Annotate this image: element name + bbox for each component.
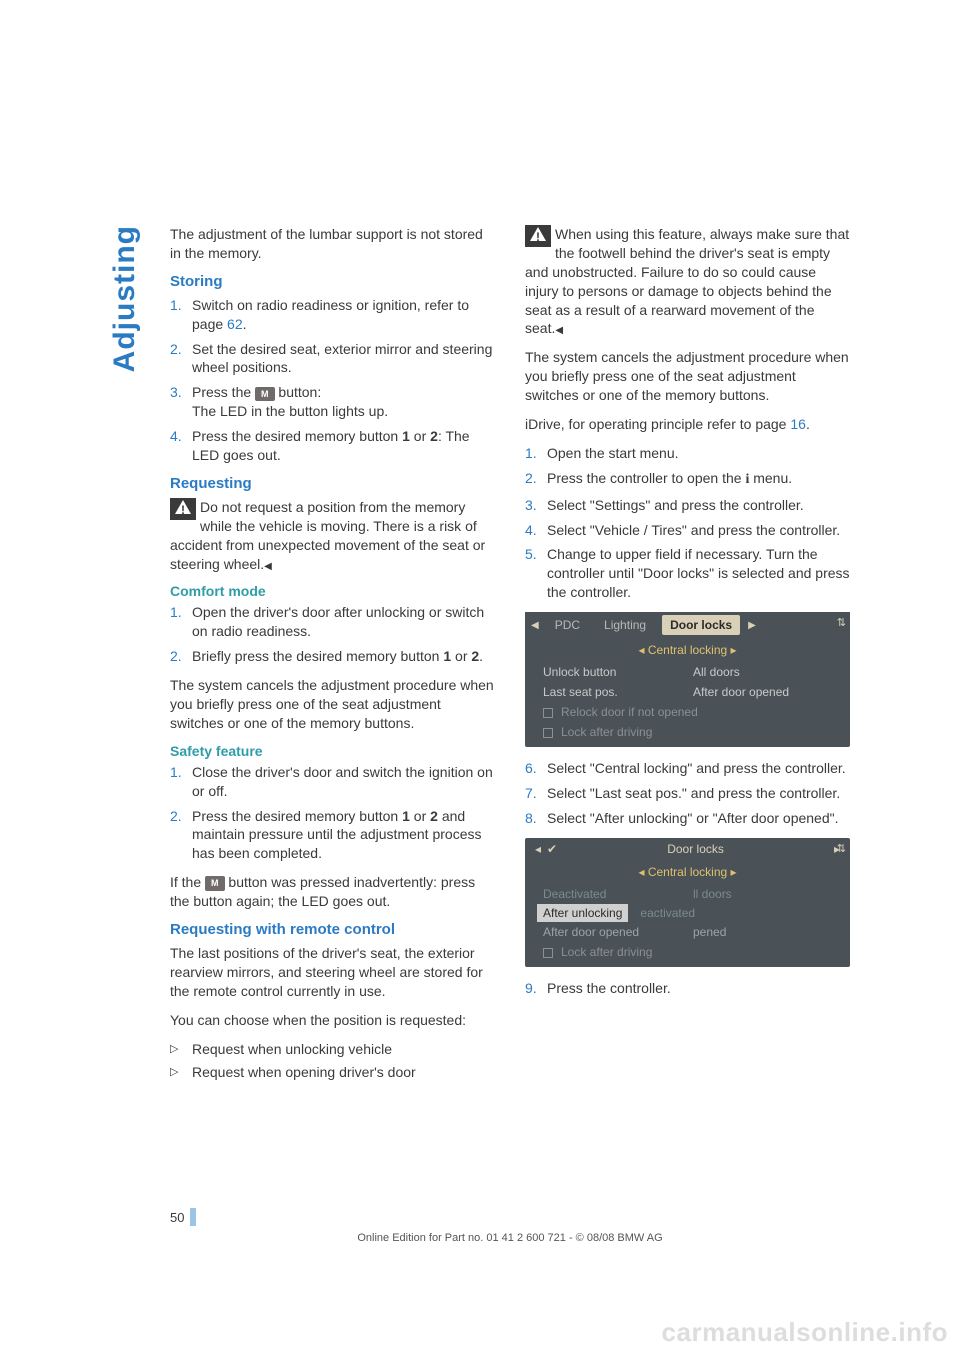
ss2-after-unlocking: After unlocking [537,904,628,922]
safety-step-1: Close the driver's door and switch the i… [192,764,493,799]
step-8: Select "After unlocking" or "After door … [547,810,838,826]
ss2-check-lockdrive: Lock after driving [525,942,850,967]
safety-post: If the M button was pressed inadvertentl… [170,873,495,911]
ss1-unlock-value: All doors [693,665,740,679]
right-column: When using this feature, always make sur… [525,225,850,1085]
comfort-post: The system cancels the adjustment proced… [170,676,495,733]
page-content: The adjustment of the lumbar support is … [170,225,850,1085]
copyright-text: Online Edition for Part no. 01 41 2 600 … [170,1210,850,1244]
storing-step-1: Switch on radio readiness or ignition, r… [192,297,469,332]
scroll-icon: ⇅ [837,842,846,855]
ss1-lastseat-value: After door opened [693,685,789,699]
ss1-unlock-label: Unlock button [543,665,693,679]
storing-list: 1.Switch on radio readiness or ignition,… [170,296,495,465]
storing-step-4: Press the desired memory button 1 or 2: … [192,428,470,463]
step-6: Select "Central locking" and press the c… [547,760,846,776]
step-4: Select "Vehicle / Tires" and press the c… [547,522,840,538]
safety-list: 1.Close the driver's door and switch the… [170,763,495,863]
step-9: Press the controller. [547,980,671,996]
page-number-bar [190,1208,196,1226]
page-number: 50 [170,1210,184,1225]
ss2-deactivated: Deactivated [543,887,693,901]
step-7: Select "Last seat pos." and press the co… [547,785,840,801]
step-1: Open the start menu. [547,445,679,461]
ss2-after-opened: After door opened [543,925,693,939]
step-2: Press the controller to open the i menu. [547,470,792,486]
idrive-steps-3: 9.Press the controller. [525,979,850,998]
heading-comfort: Comfort mode [170,583,495,599]
storing-step-3: Press the M button:The LED in the button… [192,384,388,419]
step-5: Change to upper field if necessary. Turn… [547,546,850,600]
ss2-r3: pened [693,925,726,939]
warning-icon [170,498,196,520]
heading-safety: Safety feature [170,743,495,759]
ss1-lastseat-label: Last seat pos. [543,685,693,699]
heading-requesting: Requesting [170,475,495,492]
m-button-icon: M [205,876,225,890]
warning-icon [525,225,551,247]
remote-bullet-2: Request when opening driver's door [170,1063,495,1082]
heading-remote: Requesting with remote control [170,921,495,938]
ss1-check-relock: Relock door if not opened [525,702,850,722]
ss2-top: Door locks [563,842,828,856]
comfort-step-1: Open the driver's door after unlocking o… [192,604,484,639]
tab-lighting: Lighting [596,615,654,635]
remote-bullets: Request when unlocking vehicle Request w… [170,1040,495,1082]
right-cancel: The system cancels the adjustment proced… [525,348,850,405]
scroll-icon: ⇅ [837,616,846,629]
ss1-check-lockdrive: Lock after driving [525,722,850,747]
page-link-62[interactable]: 62 [227,316,243,332]
right-idrive: iDrive, for operating principle refer to… [525,415,850,434]
intro-text: The adjustment of the lumbar support is … [170,225,495,263]
watermark: carmanualsonline.info [662,1317,948,1348]
tab-arrow-left-icon: ◀ [531,620,539,631]
heading-storing: Storing [170,273,495,290]
ss1-subtitle: ◂ Central locking ▸ [525,638,850,662]
page-footer: 50 Online Edition for Part no. 01 41 2 6… [170,1210,850,1244]
idrive-steps-2: 6.Select "Central locking" and press the… [525,759,850,828]
idrive-screenshot-2: ⇅ ◂✔Door locks▸ ◂ Central locking ▸ Deac… [525,838,850,967]
tab-pdc: PDC [547,615,588,635]
remote-p1: The last positions of the driver's seat,… [170,944,495,1001]
step-3: Select "Settings" and press the controll… [547,497,804,513]
left-column: The adjustment of the lumbar support is … [170,225,495,1085]
tab-arrow-right-icon: ▶ [748,620,756,631]
storing-step-2: Set the desired seat, exterior mirror an… [192,341,492,376]
remote-bullet-1: Request when unlocking vehicle [170,1040,495,1059]
requesting-warning: Do not request a position from the memor… [170,498,495,574]
idrive-steps-1: 1.Open the start menu. 2.Press the contr… [525,444,850,602]
right-warning: When using this feature, always make sur… [525,225,850,338]
section-sidebar-label: Adjusting [108,225,142,372]
remote-p2: You can choose when the position is requ… [170,1011,495,1030]
ss2-r2: eactivated [640,904,695,922]
ss2-r1: ll doors [693,887,732,901]
idrive-screenshot-1: ⇅ ◀ PDC Lighting Door locks ▶ ◂ Central … [525,612,850,747]
comfort-list: 1.Open the driver's door after unlocking… [170,603,495,666]
check-icon: ✔ [547,842,557,856]
page-link-16[interactable]: 16 [790,416,806,432]
tab-door-locks: Door locks [662,615,740,635]
m-button-icon: M [255,387,275,401]
comfort-step-2: Briefly press the desired memory button … [192,648,483,664]
ss2-subtitle: ◂ Central locking ▸ [525,860,850,884]
safety-step-2: Press the desired memory button 1 or 2 a… [192,808,481,862]
